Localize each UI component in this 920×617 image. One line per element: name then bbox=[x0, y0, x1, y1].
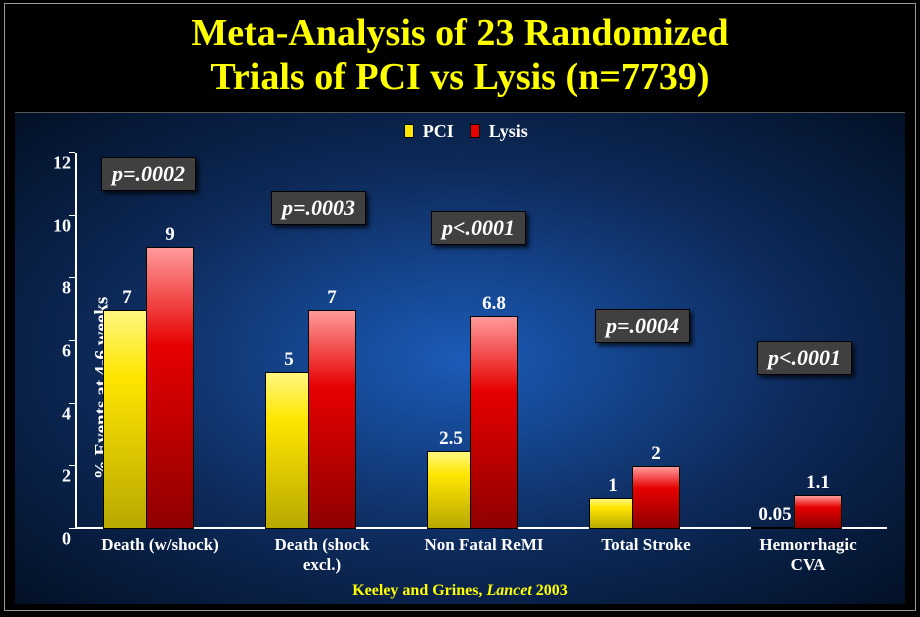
y-tick-mark bbox=[69, 215, 75, 216]
bar-lysis: 2 bbox=[632, 466, 680, 529]
bar-value-lysis: 1.1 bbox=[795, 472, 841, 494]
bar-value-pci: 5 bbox=[266, 349, 312, 371]
y-tick-mark bbox=[69, 403, 75, 404]
p-value-box: p=.0002 bbox=[101, 157, 196, 191]
p-value-box: p<.0001 bbox=[431, 211, 526, 245]
bar-value-lysis: 7 bbox=[309, 287, 355, 309]
bar-value-lysis: 9 bbox=[147, 224, 193, 246]
bar-value-pci: 7 bbox=[104, 287, 150, 309]
bar-value-pci: 2.5 bbox=[428, 428, 474, 450]
bar-lysis: 1.1 bbox=[794, 495, 842, 529]
y-tick-mark bbox=[69, 465, 75, 466]
title-line-1: Meta-Analysis of 23 Randomized bbox=[25, 12, 895, 56]
category-label: HemorrhagicCVA bbox=[729, 529, 887, 576]
p-value-box: p=.0004 bbox=[595, 309, 690, 343]
legend-swatch-pci bbox=[404, 124, 414, 138]
bar-lysis: 6.8 bbox=[470, 316, 518, 529]
citation: Keeley and Grines, Lancet 2003 bbox=[15, 582, 905, 600]
plot-area: 02468101279Death (w/shock)57Death (shock… bbox=[75, 153, 887, 529]
p-value-box: p<.0001 bbox=[757, 341, 852, 375]
p-value-box: p=.0003 bbox=[271, 191, 366, 225]
category-label: Death (shockexcl.) bbox=[243, 529, 401, 576]
bar-pci: 5 bbox=[265, 372, 313, 529]
slide: Meta-Analysis of 23 Randomized Trials of… bbox=[4, 3, 916, 611]
title-area: Meta-Analysis of 23 Randomized Trials of… bbox=[5, 4, 915, 103]
y-tick-label: 2 bbox=[43, 466, 71, 487]
category-label: Non Fatal ReMI bbox=[405, 529, 563, 555]
y-tick-mark bbox=[69, 340, 75, 341]
citation-journal: Lancet bbox=[486, 582, 531, 599]
bar-lysis: 7 bbox=[308, 310, 356, 529]
category-label: Total Stroke bbox=[567, 529, 725, 555]
y-tick-label: 8 bbox=[43, 278, 71, 299]
y-tick-label: 12 bbox=[43, 153, 71, 174]
chart-panel: PCI Lysis % Events at 4-6 weeks 02468101… bbox=[15, 112, 905, 604]
y-tick-label: 10 bbox=[43, 215, 71, 236]
title-line-2: Trials of PCI vs Lysis (n=7739) bbox=[25, 56, 895, 100]
bar-value-lysis: 6.8 bbox=[471, 293, 517, 315]
y-tick-mark bbox=[69, 528, 75, 529]
y-tick-label: 0 bbox=[43, 529, 71, 550]
bar-lysis: 9 bbox=[146, 247, 194, 529]
legend-swatch-lysis bbox=[470, 124, 480, 138]
bar-pci: 1 bbox=[589, 498, 637, 529]
legend: PCI Lysis bbox=[15, 121, 905, 142]
bar-value-lysis: 2 bbox=[633, 443, 679, 465]
category-label: Death (w/shock) bbox=[81, 529, 239, 555]
legend-label-pci: PCI bbox=[423, 121, 454, 141]
bar-value-pci: 0.05 bbox=[752, 504, 798, 526]
y-axis-line bbox=[75, 153, 77, 529]
legend-label-lysis: Lysis bbox=[489, 121, 528, 141]
bar-pci: 7 bbox=[103, 310, 151, 529]
bar-value-pci: 1 bbox=[590, 475, 636, 497]
y-tick-mark bbox=[69, 277, 75, 278]
y-tick-label: 4 bbox=[43, 403, 71, 424]
bar-pci: 2.5 bbox=[427, 451, 475, 529]
citation-prefix: Keeley and Grines, bbox=[352, 582, 486, 599]
y-tick-mark bbox=[69, 152, 75, 153]
y-tick-label: 6 bbox=[43, 341, 71, 362]
citation-suffix: 2003 bbox=[532, 582, 568, 599]
